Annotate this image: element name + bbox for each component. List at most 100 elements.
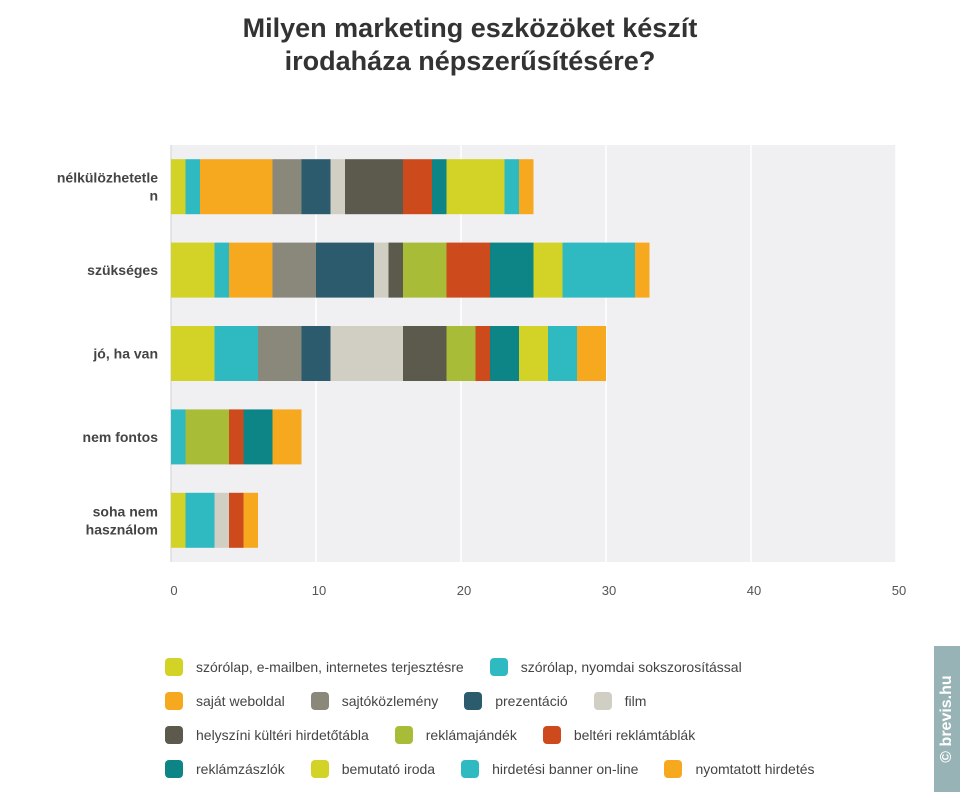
legend-label: prezentáció: [495, 693, 568, 709]
category-label: soha nem: [93, 503, 158, 519]
bar-segment: [490, 242, 534, 298]
bar-segment: [301, 326, 331, 381]
legend-item[interactable]: reklámzászlók: [165, 760, 285, 778]
legend-label: szórólap, nyomdai sokszorosítással: [520, 659, 742, 675]
bar-segment: [577, 326, 606, 381]
legend-swatch: [165, 692, 183, 710]
bar-chart: 0 10 20 30 40 50 nélkülözhetetle n szükséges jó, …: [57, 145, 906, 598]
legend-item[interactable]: bemutató iroda: [310, 760, 436, 778]
category-label: n: [149, 188, 158, 204]
bar-segment: [185, 409, 229, 465]
x-tick-label: 20: [457, 583, 471, 598]
legend-label: reklámajándék: [425, 727, 517, 743]
bar-segment: [214, 326, 258, 381]
bar-segment: [562, 242, 635, 298]
legend-swatch: [165, 658, 183, 676]
legend-item[interactable]: prezentáció: [464, 692, 568, 710]
legend: szórólap, e-mailben, internetes terjeszt…: [165, 650, 905, 786]
bar-segment: [214, 492, 229, 548]
chart-title: Milyen marketing eszközöket készít iroda…: [0, 12, 940, 78]
legend-row: szórólap, e-mailben, internetes terjeszt…: [165, 650, 905, 684]
bar-segment: [243, 409, 273, 465]
chart-title-line: irodaháza népszerűsítésére?: [284, 46, 656, 76]
bar-segment: [316, 242, 374, 298]
bar-segment: [243, 492, 258, 548]
bar-segment: [548, 326, 577, 381]
legend-item[interactable]: hirdetési banner on-line: [461, 760, 638, 778]
category-label: szükséges: [87, 262, 158, 278]
legend-swatch: [664, 760, 683, 778]
category-label: nélkülözhetetle: [57, 170, 158, 186]
bar-segment: [533, 242, 563, 298]
bar-segment: [330, 326, 403, 381]
bar-segment: [214, 242, 229, 298]
legend-swatch: [542, 726, 561, 744]
legend-label: saját weboldal: [196, 693, 285, 709]
legend-swatch: [310, 692, 329, 710]
bar-segment: [635, 242, 650, 298]
legend-row: saját weboldal sajtóközlemény prezentáció f…: [165, 684, 905, 718]
legend-item[interactable]: sajtóközlemény: [310, 692, 439, 710]
legend-label: beltéri reklámtáblák: [573, 727, 696, 743]
bar-segment: [171, 242, 215, 298]
bar-segment: [446, 326, 476, 381]
legend-label: sajtóközlemény: [341, 693, 439, 709]
legend-item[interactable]: helyszíni kültéri hirdetőtábla: [165, 726, 369, 744]
x-tick-label: 40: [747, 583, 761, 598]
bar-segment: [229, 242, 273, 298]
category-label: jó, ha van: [92, 346, 158, 362]
bar-segment: [258, 326, 302, 381]
bar-segment: [272, 159, 302, 215]
legend-swatch: [310, 760, 329, 778]
legend-item[interactable]: nyomtatott hirdetés: [664, 760, 815, 778]
legend-item[interactable]: reklámajándék: [394, 726, 517, 744]
bar-segment: [330, 159, 345, 215]
bar-segment: [272, 409, 302, 465]
watermark: © brevis.hu: [934, 646, 960, 792]
legend-item[interactable]: saját weboldal: [165, 692, 285, 710]
bar-segment: [403, 326, 447, 381]
legend-label: hirdetési banner on-line: [492, 761, 639, 777]
bar-segment: [200, 159, 273, 215]
legend-swatch: [464, 692, 483, 710]
legend-item[interactable]: beltéri reklámtáblák: [542, 726, 696, 744]
bar-segment: [374, 242, 389, 298]
bar-segment: [345, 159, 403, 215]
legend-label: nyomtatott hirdetés: [695, 761, 815, 777]
bar-segment: [171, 326, 215, 381]
category-label: használom: [86, 521, 158, 537]
bar-segment: [229, 492, 244, 548]
bar-segment: [403, 242, 447, 298]
bar-segment: [272, 242, 316, 298]
bar-segment: [446, 159, 505, 215]
legend-label: bemutató iroda: [341, 761, 436, 777]
bar-segment: [504, 159, 519, 215]
bar-segment: [171, 159, 186, 215]
x-tick-label: 10: [312, 583, 326, 598]
legend-item[interactable]: szórólap, e-mailben, internetes terjeszt…: [165, 658, 464, 676]
bar-segment: [229, 409, 244, 465]
bar-segment: [432, 159, 447, 215]
legend-item[interactable]: film: [593, 692, 646, 710]
legend-label: helyszíni kültéri hirdetőtábla: [196, 727, 369, 743]
legend-swatch: [394, 726, 413, 744]
legend-item[interactable]: szórólap, nyomdai sokszorosítással: [489, 658, 742, 676]
legend-swatch: [165, 726, 183, 744]
legend-swatch: [461, 760, 480, 778]
x-tick-label: 30: [602, 583, 616, 598]
legend-label: szórólap, e-mailben, internetes terjeszt…: [196, 659, 464, 675]
bar-segment: [446, 242, 490, 298]
bar-segment: [185, 492, 215, 548]
legend-swatch: [489, 658, 508, 676]
category-label: nem fontos: [83, 429, 159, 445]
chart-title-line: Milyen marketing eszközöket készít: [242, 13, 698, 43]
x-tick-label: 0: [170, 583, 177, 598]
bar-segment: [475, 326, 490, 381]
legend-label: reklámzászlók: [196, 761, 285, 777]
bar-segment: [185, 159, 200, 215]
legend-swatch: [593, 692, 612, 710]
legend-row: helyszíni kültéri hirdetőtábla reklámaján…: [165, 718, 905, 752]
bar-segment: [403, 159, 432, 215]
bar-segment: [519, 326, 548, 381]
x-tick-label: 50: [892, 583, 906, 598]
